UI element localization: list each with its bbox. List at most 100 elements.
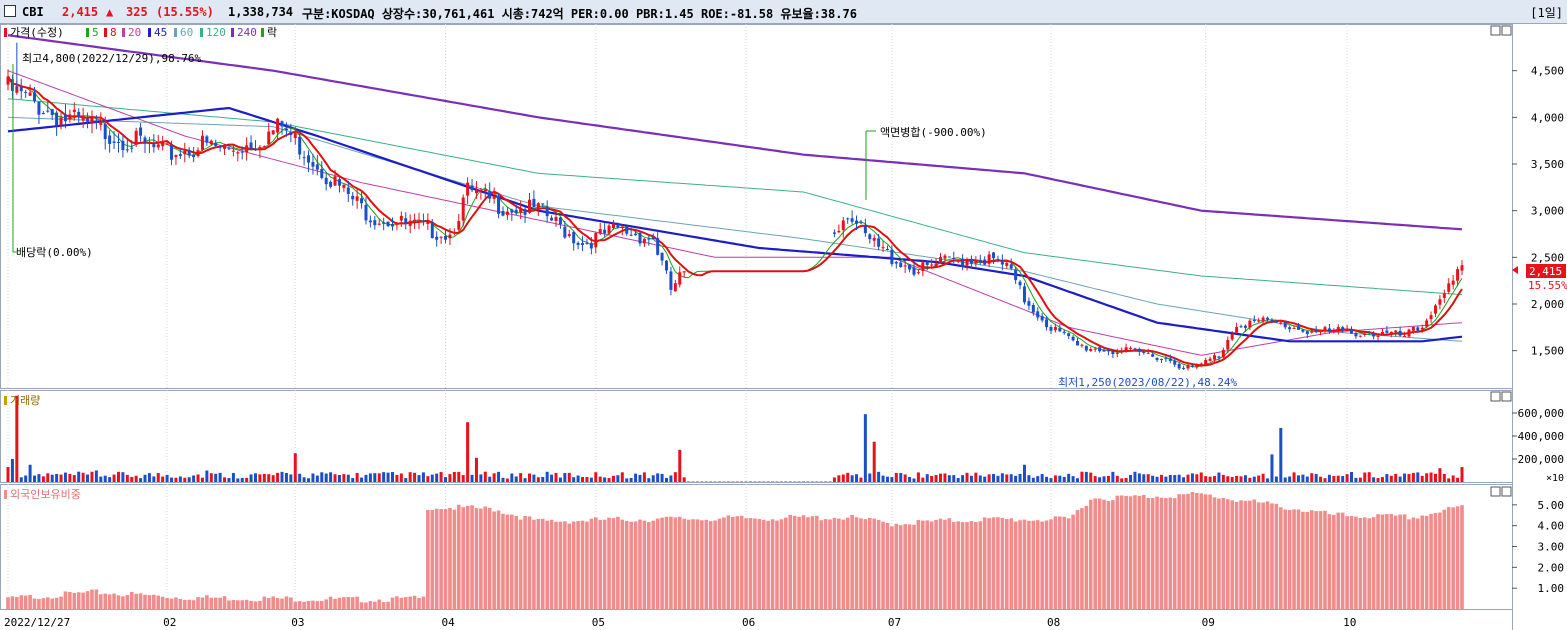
foreign-bar [1058, 516, 1062, 609]
foreign-bar [616, 516, 620, 609]
volume-bar [94, 470, 98, 482]
stock-details: 구분:KOSDAQ 상장수:30,761,461 시총:742억 PER:0.0… [302, 7, 857, 21]
candle-body [373, 220, 377, 226]
volume-bar [1151, 475, 1155, 482]
candle-body [1164, 358, 1168, 360]
legend-ma60-swatch [174, 28, 177, 37]
candle-body [903, 265, 907, 267]
candle-body [1226, 339, 1230, 350]
volume-bar [236, 478, 240, 482]
foreign-bar [1128, 496, 1133, 609]
volume-bar [868, 473, 872, 482]
close-icon[interactable] [1501, 391, 1512, 402]
price-panel-controls[interactable] [1490, 25, 1512, 36]
volume-bar [1425, 473, 1429, 482]
foreign-bar [1243, 500, 1248, 609]
candle-body [952, 257, 956, 260]
minimize-icon[interactable] [1490, 25, 1501, 36]
foreign-bar [439, 509, 443, 609]
foreign-panel-controls[interactable] [1490, 486, 1512, 497]
volume-bar [1403, 473, 1407, 482]
candle-body [227, 148, 231, 150]
minimize-icon[interactable] [1490, 486, 1501, 497]
candle-body [572, 232, 576, 244]
foreign-bar [978, 521, 983, 609]
candle-body [324, 177, 328, 185]
candle-body [214, 142, 218, 146]
candle-body [983, 259, 987, 265]
volume-bar [408, 472, 412, 482]
foreign-bar [213, 597, 218, 609]
volume-bar [214, 473, 218, 482]
candle-body [183, 150, 187, 155]
foreign-bar [399, 597, 404, 609]
foreign-bar [766, 520, 770, 609]
foreign-bar [730, 516, 735, 609]
candle-body [1425, 320, 1429, 327]
price-tick-label: 2,500 [1531, 251, 1564, 264]
candle-body [37, 101, 41, 115]
volume-bar [33, 475, 37, 482]
foreign-bar [921, 520, 925, 609]
volume-bar [470, 474, 474, 482]
close-icon[interactable] [1501, 486, 1512, 497]
candle-body [519, 209, 523, 213]
foreign-bar [421, 596, 426, 609]
select-checkbox[interactable] [4, 5, 16, 17]
foreign-bar [1429, 513, 1433, 609]
volume-bar [908, 476, 912, 482]
volume-bar [311, 473, 315, 482]
volume-bar [1155, 476, 1159, 482]
candle-body [1283, 322, 1287, 328]
foreign-bar [328, 596, 333, 609]
x-tick-label: 02 [163, 616, 176, 629]
volume-bar [1243, 475, 1247, 482]
foreign-bar [735, 516, 740, 609]
volume-bar [956, 478, 960, 482]
volume-bar [1106, 475, 1110, 482]
candle-body [461, 197, 465, 221]
volume-panel-controls[interactable] [1490, 391, 1512, 402]
foreign-bar [828, 519, 832, 609]
foreign-bar [1212, 497, 1217, 609]
volume-bar [143, 474, 147, 482]
legend-ma45-swatch [148, 28, 151, 37]
candle-body [72, 109, 76, 112]
foreign-bar [1102, 499, 1106, 609]
foreign-bar [1159, 497, 1164, 609]
foreign-bar [165, 597, 169, 609]
candle-body [554, 216, 558, 221]
candle-body [1301, 329, 1305, 332]
foreign-bar [28, 594, 32, 609]
candle-body [187, 150, 191, 156]
volume-bar [872, 441, 876, 482]
foreign-bar [518, 519, 523, 609]
volume-bar [1389, 475, 1393, 482]
foreign-bar [907, 524, 912, 609]
candle-body [1398, 330, 1402, 336]
candle-body [483, 189, 487, 192]
minimize-icon[interactable] [1490, 391, 1501, 402]
foreign-bar [664, 516, 669, 609]
volume-bar [112, 474, 116, 482]
volume-bar [1230, 476, 1234, 482]
candle-body [939, 257, 943, 264]
volume-bar [1456, 477, 1460, 482]
volume-bar [660, 473, 664, 482]
candle-body [1129, 347, 1133, 349]
candle-body [1053, 326, 1057, 331]
volume-bar [86, 474, 90, 482]
candle-body [1133, 348, 1137, 350]
close-icon[interactable] [1501, 25, 1512, 36]
candle-body [1040, 316, 1044, 321]
candle-body [1296, 326, 1300, 330]
foreign-bar [1124, 495, 1128, 609]
foreign-bar [974, 522, 978, 609]
candle-body [545, 206, 549, 217]
foreign-bar [686, 519, 691, 609]
volume-bar [165, 475, 169, 482]
foreign-bar [761, 519, 766, 609]
period-selector[interactable]: [1일] [1530, 6, 1563, 20]
foreign-label: 외국인보유비중 [10, 488, 81, 501]
volume-bar [554, 472, 558, 482]
